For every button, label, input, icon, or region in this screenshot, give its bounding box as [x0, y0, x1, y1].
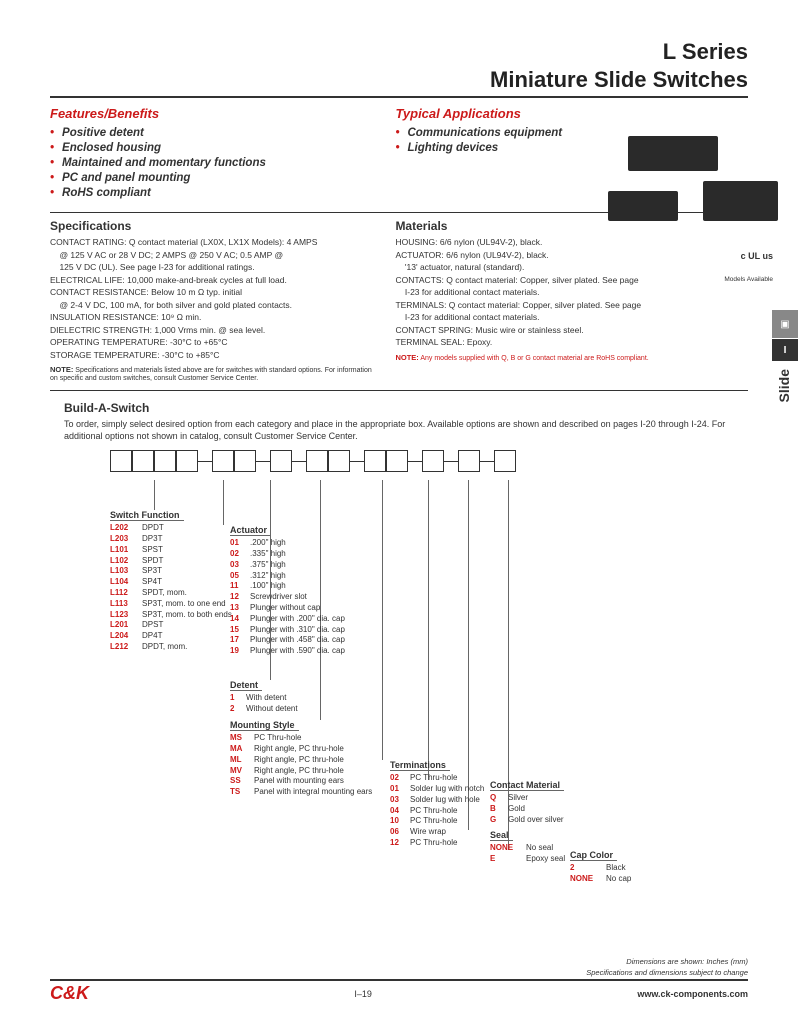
option-row: 05.312" high: [230, 571, 345, 582]
build-intro: To order, simply select desired option f…: [64, 419, 734, 442]
footer-note-1: Dimensions are shown: Inches (mm): [50, 957, 748, 966]
option-row: L102SPDT: [110, 556, 232, 567]
page-number: I–19: [354, 989, 372, 999]
part-number-boxes: [110, 450, 748, 472]
option-row: MARight angle, PC thru-hole: [230, 744, 372, 755]
option-row: SSPanel with mounting ears: [230, 776, 372, 787]
option-row: L212DPDT, mom.: [110, 642, 232, 653]
cap-color-group: Cap Color 2BlackNONENo cap: [570, 850, 631, 885]
option-row: 14Plunger with .200" dia. cap: [230, 614, 345, 625]
option-row: 12Screwdriver slot: [230, 592, 345, 603]
options-area: Switch Function L202DPDTL203DP3TL101SPST…: [110, 480, 748, 870]
option-row: MLRight angle, PC thru-hole: [230, 755, 372, 766]
option-row: 02PC Thru-hole: [390, 773, 484, 784]
side-tab-letter: I: [772, 339, 798, 361]
option-row: NONENo seal: [490, 843, 565, 854]
features-heading: Features/Benefits: [50, 106, 375, 121]
mounting-group: Mounting Style MSPC Thru-holeMARight ang…: [230, 720, 372, 798]
option-row: NONENo cap: [570, 874, 631, 885]
features-list: Positive detent Enclosed housing Maintaine…: [50, 127, 375, 199]
option-row: MVRight angle, PC thru-hole: [230, 766, 372, 777]
option-row: BGold: [490, 804, 564, 815]
option-row: 10PC Thru-hole: [390, 816, 484, 827]
materials-heading: Materials: [395, 219, 748, 233]
contact-material-group: Contact Material QSilverBGoldGGold over …: [490, 780, 564, 825]
option-row: EEpoxy seal: [490, 854, 565, 865]
website-url: www.ck-components.com: [637, 989, 748, 999]
option-row: 1With detent: [230, 693, 298, 704]
title-rule: [50, 96, 748, 98]
top-columns: Features/Benefits Positive detent Enclose…: [50, 106, 748, 202]
option-row: L202DPDT: [110, 523, 232, 534]
divider: [50, 390, 748, 391]
option-row: 17Plunger with .458" dia. cap: [230, 635, 345, 646]
option-row: 01.200" high: [230, 538, 345, 549]
option-row: MSPC Thru-hole: [230, 733, 372, 744]
option-row: L204DP4T: [110, 631, 232, 642]
list-item: Enclosed housing: [50, 142, 375, 154]
side-tab: ▣ I Slide: [772, 310, 798, 402]
option-row: 03Solder lug with hole: [390, 795, 484, 806]
footer: Dimensions are shown: Inches (mm) Specif…: [50, 957, 748, 1004]
specifications-heading: Specifications: [50, 219, 375, 233]
option-row: L104SP4T: [110, 577, 232, 588]
list-item: RoHS compliant: [50, 187, 375, 199]
option-row: 02.335" high: [230, 549, 345, 560]
actuator-group: Actuator 01.200" high02.335" high03.375"…: [230, 525, 345, 657]
option-row: QSilver: [490, 793, 564, 804]
option-row: 04PC Thru-hole: [390, 806, 484, 817]
materials-note: NOTE: Any models supplied with Q, B or G…: [395, 353, 748, 363]
list-item: Positive detent: [50, 127, 375, 139]
materials-body: HOUSING: 6/6 nylon (UL94V-2), black.ACTU…: [395, 237, 748, 348]
side-tab-icon: ▣: [772, 310, 798, 338]
option-row: 11.100" high: [230, 581, 345, 592]
option-row: 2Black: [570, 863, 631, 874]
option-row: 06Wire wrap: [390, 827, 484, 838]
list-item: Maintained and momentary functions: [50, 157, 375, 169]
option-row: 01Solder lug with notch: [390, 784, 484, 795]
build-a-switch-heading: Build-A-Switch: [64, 401, 748, 415]
applications-heading: Typical Applications: [395, 106, 748, 121]
detent-group: Detent 1With detent2Without detent: [230, 680, 298, 715]
option-row: L112SPDT, mom.: [110, 588, 232, 599]
footer-note-2: Specifications and dimensions subject to…: [50, 968, 748, 977]
title-line2: Miniature Slide Switches: [50, 68, 748, 92]
option-row: L201DPST: [110, 620, 232, 631]
spec-columns: Specifications CONTACT RATING: Q contact…: [50, 219, 748, 383]
terminations-group: Terminations 02PC Thru-hole01Solder lug …: [390, 760, 484, 849]
option-row: 03.375" high: [230, 560, 345, 571]
option-row: GGold over silver: [490, 815, 564, 826]
option-row: 12PC Thru-hole: [390, 838, 484, 849]
option-row: 19Plunger with .590" dia. cap: [230, 646, 345, 657]
ck-logo: C&K: [50, 983, 89, 1004]
option-row: L101SPST: [110, 545, 232, 556]
switch-function-group: Switch Function L202DPDTL203DP3TL101SPST…: [110, 510, 232, 653]
specifications-body: CONTACT RATING: Q contact material (LX0X…: [50, 237, 375, 361]
option-row: 2Without detent: [230, 704, 298, 715]
side-tab-slide: Slide: [776, 369, 792, 402]
option-row: L103SP3T: [110, 566, 232, 577]
option-row: L203DP3T: [110, 534, 232, 545]
option-row: L113SP3T, mom. to one end: [110, 599, 232, 610]
option-row: L123SP3T, mom. to both ends: [110, 610, 232, 621]
seal-group: Seal NONENo sealEEpoxy seal: [490, 830, 565, 865]
title-line1: L Series: [50, 40, 748, 64]
option-row: TSPanel with integral mounting ears: [230, 787, 372, 798]
option-row: 15Plunger with .310" dia. cap: [230, 625, 345, 636]
spec-note: NOTE: Specifications and materials liste…: [50, 365, 375, 384]
option-row: 13Plunger without cap: [230, 603, 345, 614]
list-item: PC and panel mounting: [50, 172, 375, 184]
